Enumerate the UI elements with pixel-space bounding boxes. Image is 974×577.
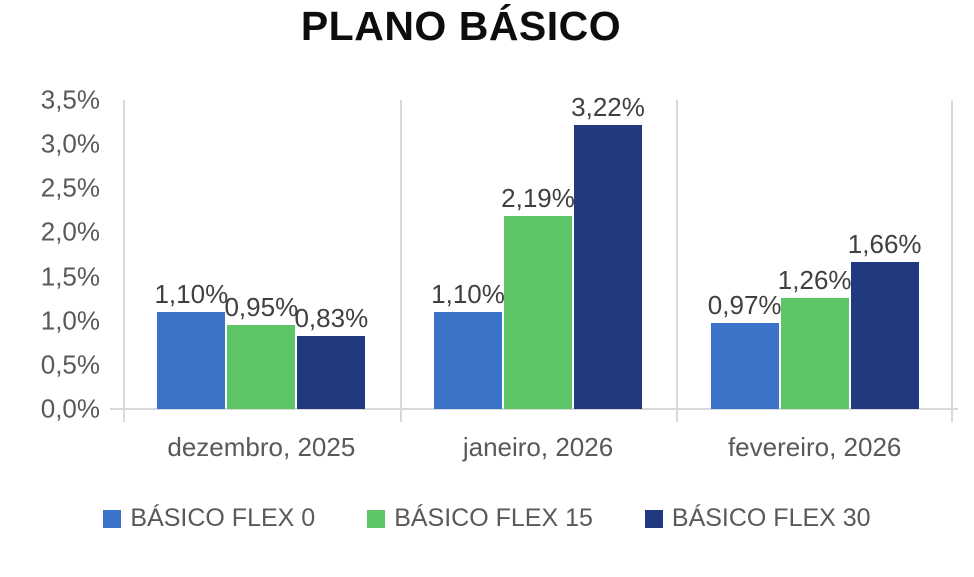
chart-title: PLANO BÁSICO: [300, 3, 622, 49]
category-separator-line: [399, 100, 402, 422]
category-label: dezembro, 2025: [167, 432, 356, 462]
legend-swatch-icon: [367, 509, 386, 528]
bar-group: 1,10% 0,95% 0,83%: [123, 100, 400, 409]
bar-value-label: 3,22%: [571, 91, 645, 122]
bar-value-label: 0,97%: [707, 290, 782, 321]
category-separator-line: [123, 100, 125, 422]
category-separator-line: [951, 100, 953, 422]
bar-value-label: 2,19%: [501, 182, 575, 213]
legend-label: BÁSICO FLEX 0: [130, 504, 316, 532]
legend-item: BÁSICO FLEX 30: [644, 504, 871, 533]
bar: 0,83%: [294, 303, 368, 409]
x-axis-line: [110, 408, 958, 410]
legend-label: BÁSICO FLEX 30: [671, 504, 871, 532]
bar-group: 0,97% 1,26% 1,66%: [676, 100, 953, 409]
bar-value-label: 0,95%: [224, 292, 299, 323]
legend-swatch-icon: [644, 509, 663, 528]
bar: 0,97%: [708, 290, 782, 409]
legend-item: BÁSICO FLEX 15: [367, 504, 593, 533]
bar: 1,26%: [778, 265, 852, 409]
y-tick-label: 1,0%: [40, 305, 100, 336]
y-tick-label: 0,0%: [40, 393, 100, 424]
bar-value-label: 0,83%: [294, 302, 369, 333]
separator-lines: [123, 100, 953, 422]
y-tick-label: 3,5%: [40, 84, 100, 115]
y-tick-label: 3,0%: [40, 128, 100, 159]
bar: 1,66%: [848, 229, 922, 409]
category-label: fevereiro, 2026: [727, 432, 902, 462]
y-tick-label: 1,5%: [40, 261, 100, 292]
y-tick-label: 0,5%: [40, 349, 100, 380]
bar: 1,10%: [431, 279, 505, 409]
bar-group: 1,10% 2,19% 3,22%: [400, 92, 677, 409]
legend-label: BÁSICO FLEX 15: [394, 504, 593, 532]
category-label: janeiro, 2026: [462, 432, 614, 462]
bar-value-label: 1,10%: [431, 278, 505, 309]
bar: 3,22%: [571, 92, 645, 409]
category-separator-line: [676, 100, 679, 422]
bar: 1,10%: [154, 279, 228, 409]
bar-value-label: 1,10%: [154, 278, 229, 309]
bar: 0,95%: [224, 292, 298, 409]
y-tick-label: 2,0%: [40, 216, 100, 247]
legend-item: BÁSICO FLEX 0: [103, 504, 315, 533]
y-tick-label: 2,5%: [40, 172, 100, 203]
bar-groups: 1,10% 0,95% 0,83% 1,10% 2,19% 3,22% 0,97% 1,26%…: [123, 92, 953, 409]
bar: 2,19%: [501, 183, 575, 409]
legend: BÁSICO FLEX 0 BÁSICO FLEX 15 BÁSICO FLEX 3…: [0, 504, 974, 533]
x-axis-labels: dezembro, 2025 janeiro, 2026 fevereiro, 20…: [123, 432, 953, 463]
bar-value-label: 1,26%: [777, 264, 852, 295]
y-axis-labels: 3,5% 3,0% 2,5% 2,0% 1,5% 1,0% 0,5% 0,0%: [0, 85, 100, 424]
bar-value-label: 1,66%: [847, 229, 922, 260]
legend-swatch-icon: [103, 509, 122, 528]
